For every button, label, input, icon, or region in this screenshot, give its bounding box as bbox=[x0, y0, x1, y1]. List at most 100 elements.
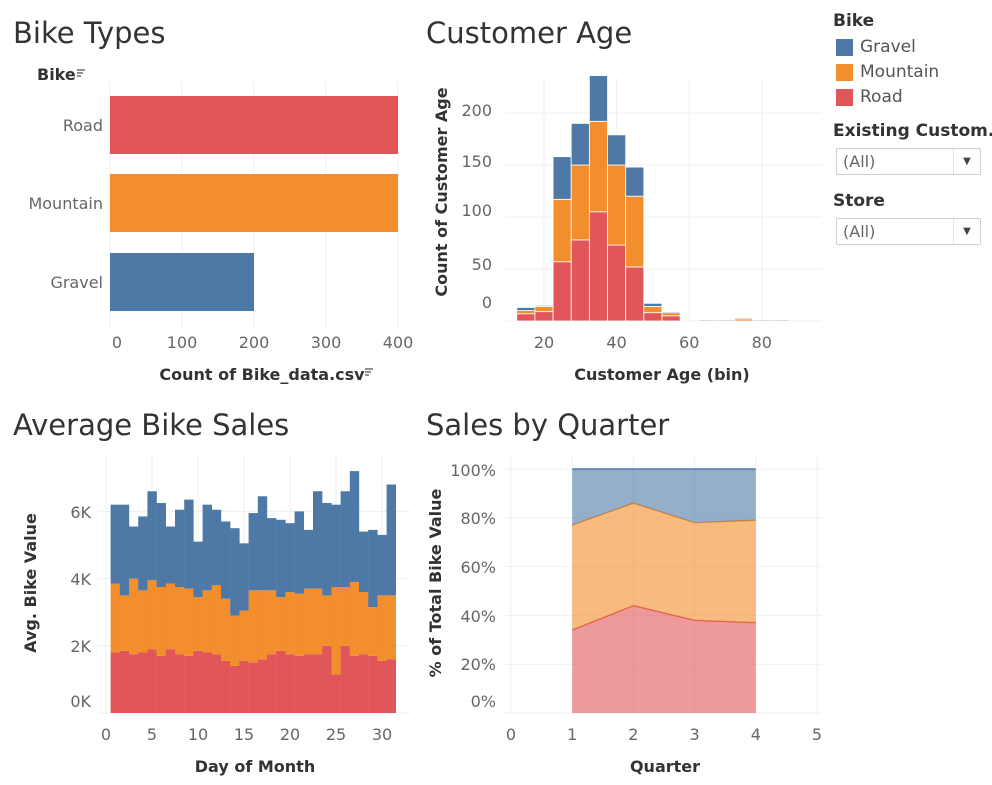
customer-age-x-tick: 60 bbox=[679, 333, 699, 352]
legend-item-road[interactable]: Road bbox=[836, 87, 903, 107]
average-bike-sales-bar-gravel bbox=[322, 503, 332, 596]
sales-by-quarter-x-tick: 3 bbox=[690, 725, 700, 744]
average-bike-sales-bar-road bbox=[359, 654, 369, 713]
filter-existing-customer-dropdown[interactable]: (All) ▼ bbox=[836, 148, 981, 175]
legend-item-mountain[interactable]: Mountain bbox=[836, 62, 939, 82]
legend-label-gravel: Gravel bbox=[860, 37, 916, 57]
average-bike-sales-bar-mountain bbox=[211, 585, 222, 655]
sales-by-quarter-y-tick: 60% bbox=[460, 558, 496, 577]
average-bike-sales-bar-gravel bbox=[147, 491, 157, 581]
average-bike-sales-bar-road bbox=[202, 652, 212, 713]
customer-age-bar-mountain bbox=[643, 306, 663, 314]
average-bike-sales-bar-gravel bbox=[267, 518, 277, 591]
customer-age-x-tick: 20 bbox=[534, 333, 554, 352]
customer-age-bar-gravel bbox=[607, 134, 627, 166]
average-bike-sales-bar-gravel bbox=[349, 471, 360, 582]
customer-age-y-tick: 150 bbox=[461, 152, 492, 171]
customer-age-bar-mountain bbox=[607, 164, 627, 246]
bike-types-bar-mountain bbox=[110, 174, 398, 232]
legend-item-gravel[interactable]: Gravel bbox=[836, 37, 916, 57]
customer-age-bar-mountain bbox=[625, 195, 645, 268]
average-bike-sales-bar-gravel bbox=[156, 503, 166, 587]
average-bike-sales-bar-road bbox=[147, 649, 157, 713]
average-bike-sales-bar-road bbox=[267, 654, 277, 713]
average-bike-sales-bar-gravel bbox=[193, 541, 203, 598]
average-bike-sales-bar-road bbox=[285, 654, 295, 713]
average-bike-sales-bar-gravel bbox=[202, 504, 212, 591]
sales-by-quarter-x-tick: 5 bbox=[812, 725, 822, 744]
average-bike-sales-bar-mountain bbox=[184, 588, 194, 656]
sales-by-quarter-x-tick: 4 bbox=[751, 725, 761, 744]
average-bike-sales-bar-mountain bbox=[377, 595, 387, 661]
sales-by-quarter-y-tick: 0% bbox=[471, 692, 496, 711]
average-bike-sales-x-tick: 0 bbox=[101, 725, 111, 744]
average-bike-sales-bar-road bbox=[276, 650, 286, 713]
average-bike-sales-bar-gravel bbox=[340, 491, 350, 587]
average-bike-sales-bar-gravel bbox=[230, 528, 240, 616]
filter-existing-customer-value: (All) bbox=[843, 152, 876, 171]
average-bike-sales-bar-road bbox=[184, 655, 194, 713]
sort-icon bbox=[365, 368, 373, 376]
average-bike-sales-bar-road bbox=[239, 660, 249, 713]
average-bike-sales-bar-mountain bbox=[138, 590, 148, 653]
average-bike-sales-bar-mountain bbox=[110, 583, 120, 653]
bike-types-x-axis-title: Count of Bike_data.csv bbox=[159, 365, 365, 384]
customer-age-y-tick: 100 bbox=[461, 201, 492, 220]
average-bike-sales-bar-road bbox=[138, 652, 148, 713]
customer-age-bar-road bbox=[607, 244, 627, 322]
average-bike-sales-bar-gravel bbox=[276, 519, 286, 598]
customer-age-bar-mountain bbox=[534, 306, 554, 313]
average-bike-sales-bar-mountain bbox=[193, 597, 203, 651]
sales-by-quarter-x-tick: 2 bbox=[628, 725, 638, 744]
average-bike-sales-bar-gravel bbox=[165, 526, 176, 584]
average-bike-sales-bar-road bbox=[129, 654, 139, 713]
average-bike-sales-bar-road bbox=[313, 654, 323, 713]
filter-existing-customer-title: Existing Custom.. bbox=[833, 121, 992, 141]
average-bike-sales-bar-gravel bbox=[386, 484, 396, 596]
average-bike-sales-y-tick: 2K bbox=[70, 637, 91, 656]
customer-age-y-tick: 200 bbox=[461, 101, 492, 120]
customer-age-bar-road bbox=[570, 239, 590, 322]
sales-by-quarter-area-mountain bbox=[572, 503, 756, 631]
average-bike-sales-bar-mountain bbox=[119, 595, 130, 651]
average-bike-sales-x-tick: 5 bbox=[147, 725, 157, 744]
average-bike-sales-bar-mountain bbox=[248, 590, 258, 663]
customer-age-title: Customer Age bbox=[426, 16, 633, 50]
average-bike-sales-x-axis-title: Day of Month bbox=[195, 757, 315, 776]
average-bike-sales-bar-mountain bbox=[202, 590, 212, 653]
filter-store-dropdown[interactable]: (All) ▼ bbox=[836, 218, 981, 245]
average-bike-sales-bar-gravel bbox=[211, 509, 222, 586]
legend-swatch-mountain bbox=[836, 63, 853, 81]
average-bike-sales-bar-road bbox=[303, 654, 314, 713]
average-bike-sales-x-tick: 10 bbox=[188, 725, 208, 744]
bike-types-x-tick: 300 bbox=[311, 333, 342, 352]
customer-age-x-tick: 40 bbox=[606, 333, 626, 352]
average-bike-sales-y-tick: 0K bbox=[70, 692, 91, 711]
customer-age-plot-area bbox=[505, 78, 822, 326]
customer-age-bar-mountain bbox=[570, 164, 590, 241]
average-bike-sales-bar-mountain bbox=[368, 607, 378, 656]
customer-age-x-axis-title: Customer Age (bin) bbox=[574, 365, 750, 384]
average-bike-sales-bar-gravel bbox=[303, 529, 314, 589]
customer-age-bar-road bbox=[516, 313, 536, 322]
average-bike-sales-bar-road bbox=[221, 660, 231, 713]
average-bike-sales-x-tick: 20 bbox=[280, 725, 300, 744]
chevron-down-icon[interactable]: ▼ bbox=[953, 149, 980, 174]
customer-age-bar-gravel bbox=[643, 302, 663, 307]
customer-age-bar-gravel bbox=[570, 123, 590, 166]
average-bike-sales-x-tick: 30 bbox=[372, 725, 392, 744]
sales-by-quarter-y-tick: 40% bbox=[460, 607, 496, 626]
average-bike-sales-bar-road bbox=[294, 655, 304, 713]
legend-swatch-gravel bbox=[836, 38, 853, 56]
sales-by-quarter-x-tick: 0 bbox=[506, 725, 516, 744]
average-bike-sales-bar-gravel bbox=[313, 491, 323, 589]
sort-icon bbox=[77, 69, 85, 77]
customer-age-bar-gravel bbox=[625, 166, 645, 197]
average-bike-sales-y-tick: 4K bbox=[70, 570, 91, 589]
average-bike-sales-bar-mountain bbox=[331, 587, 341, 675]
chevron-down-icon[interactable]: ▼ bbox=[953, 219, 980, 244]
customer-age-bar-gravel bbox=[770, 319, 790, 322]
average-bike-sales-bar-road bbox=[110, 652, 120, 713]
average-bike-sales-bar-mountain bbox=[359, 592, 369, 655]
bike-types-x-tick: 100 bbox=[167, 333, 198, 352]
